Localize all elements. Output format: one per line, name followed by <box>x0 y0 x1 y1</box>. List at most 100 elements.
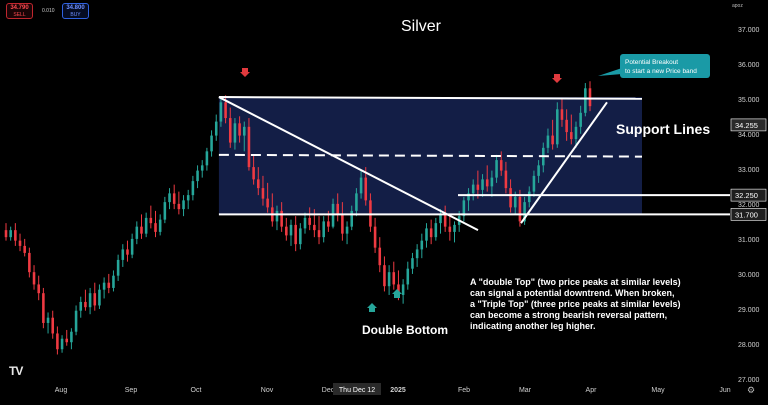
candle-body <box>439 214 442 224</box>
note-line-1: A "double Top" (two price peaks at simil… <box>470 277 681 287</box>
candle-body <box>523 202 526 222</box>
candle-body <box>191 181 195 196</box>
note-line-4: can become a strong bearish reversal pat… <box>470 310 667 320</box>
arrows-layer <box>240 68 562 312</box>
candle-body <box>499 160 503 171</box>
candle-body <box>280 210 283 227</box>
candle-body <box>56 333 59 350</box>
candle-body <box>275 210 279 222</box>
price-label-text: 31.700 <box>735 210 758 219</box>
candle-body <box>261 188 265 199</box>
candle-body <box>322 221 325 238</box>
candle-body <box>392 272 396 285</box>
uptrend-support-line <box>520 101 608 224</box>
candle-body <box>532 175 536 192</box>
bottom-2-arrow-icon <box>392 289 402 298</box>
candle-body <box>462 200 466 217</box>
note-line-2: can signal a potential downtrend. When b… <box>470 288 675 298</box>
sell-button[interactable]: 34.790 SELL <box>6 3 33 19</box>
candle-body <box>18 240 22 246</box>
chart-title: Silver <box>401 18 442 35</box>
candle-body <box>481 179 484 190</box>
candle-body <box>214 121 218 136</box>
price-axis[interactable]: 37.000 36.000 35.000 34.000 33.000 32.000 31.0… <box>730 0 768 405</box>
candle-body <box>467 193 470 201</box>
candle-body <box>313 224 316 231</box>
candle-body <box>350 210 354 227</box>
price-tick-label: 34.000 <box>738 132 760 139</box>
candle-body <box>443 214 447 227</box>
candle-body <box>84 301 87 308</box>
candle-body <box>23 245 26 253</box>
candle-body <box>509 188 512 208</box>
candle-body <box>65 338 69 343</box>
candle-body <box>308 217 311 225</box>
candle-body <box>425 228 428 241</box>
candle-body <box>252 167 255 180</box>
candle-body <box>42 293 45 323</box>
mid-band-dashed-line <box>218 153 643 158</box>
double-bottom-label: Double Bottom <box>362 323 448 337</box>
time-tick-label: Dec <box>322 387 335 394</box>
support-lines-label: Support Lines <box>616 121 710 137</box>
breakout-callout-line-2: to start a new Price band <box>625 68 697 75</box>
account-label: apoz <box>732 3 743 9</box>
candle-body <box>60 338 64 350</box>
price-tick-label: 31.000 <box>738 237 760 244</box>
candle-body <box>144 217 148 234</box>
candle-body <box>205 151 209 166</box>
candle-body <box>336 203 339 215</box>
price-tick-label: 29.000 <box>738 307 760 314</box>
peak-2-arrow-icon <box>552 74 562 83</box>
time-tick-label: Mar <box>519 387 532 394</box>
candles-layer <box>4 81 592 355</box>
buy-button[interactable]: 34.800 BUY <box>62 3 89 19</box>
gear-icon[interactable]: ⚙ <box>747 385 756 395</box>
time-tick-label: Feb <box>458 387 470 394</box>
candle-body <box>551 135 554 145</box>
resistance-line <box>218 96 643 100</box>
candle-body <box>238 123 241 136</box>
price-tick-label: 35.000 <box>738 97 760 104</box>
price-tick-label: 32.000 <box>738 202 760 209</box>
price-label-box <box>730 208 767 221</box>
candle-body <box>560 109 564 120</box>
candle-body <box>485 179 489 187</box>
candle-body <box>364 177 368 201</box>
candle-body <box>588 88 592 107</box>
price-tick-label: 33.000 <box>738 167 760 174</box>
candle-body <box>471 184 475 194</box>
sell-price: 34.790 <box>10 5 29 11</box>
candle-body <box>168 193 171 203</box>
candle-body <box>4 230 8 238</box>
breakout-callout: Potential Breakout to start a new Price … <box>598 54 710 78</box>
candle-body <box>112 275 115 288</box>
candle-body <box>266 198 269 208</box>
candle-body <box>121 249 125 260</box>
candle-body <box>546 135 550 148</box>
time-axis[interactable]: Aug Sep Oct Nov Dec 2025 Feb Mar Apr May Jun Thu De… <box>0 379 731 405</box>
candle-body <box>556 109 559 145</box>
candle-body <box>154 223 157 232</box>
price-label-box <box>730 188 767 202</box>
candle-body <box>74 310 78 332</box>
time-tick-label: May <box>651 387 665 394</box>
candle-body <box>285 226 288 236</box>
candle-body <box>513 196 517 208</box>
candle-body <box>584 88 587 113</box>
candle-body <box>130 238 134 255</box>
breakout-callout-line-1: Potential Breakout <box>625 59 678 66</box>
crosshair-date-label: Thu Dec 12 <box>339 387 375 394</box>
time-tick-label: 2025 <box>390 387 406 394</box>
candle-body <box>219 102 223 122</box>
time-tick-label: Jun <box>719 387 730 394</box>
candle-body <box>9 230 12 238</box>
candle-body <box>574 126 578 140</box>
candle-body <box>383 265 386 287</box>
candle-body <box>303 217 307 229</box>
downtrend-line <box>218 96 479 232</box>
time-tick-label: Aug <box>55 387 68 394</box>
price-label-text: 32.250 <box>735 191 758 200</box>
candle-body <box>359 177 363 194</box>
